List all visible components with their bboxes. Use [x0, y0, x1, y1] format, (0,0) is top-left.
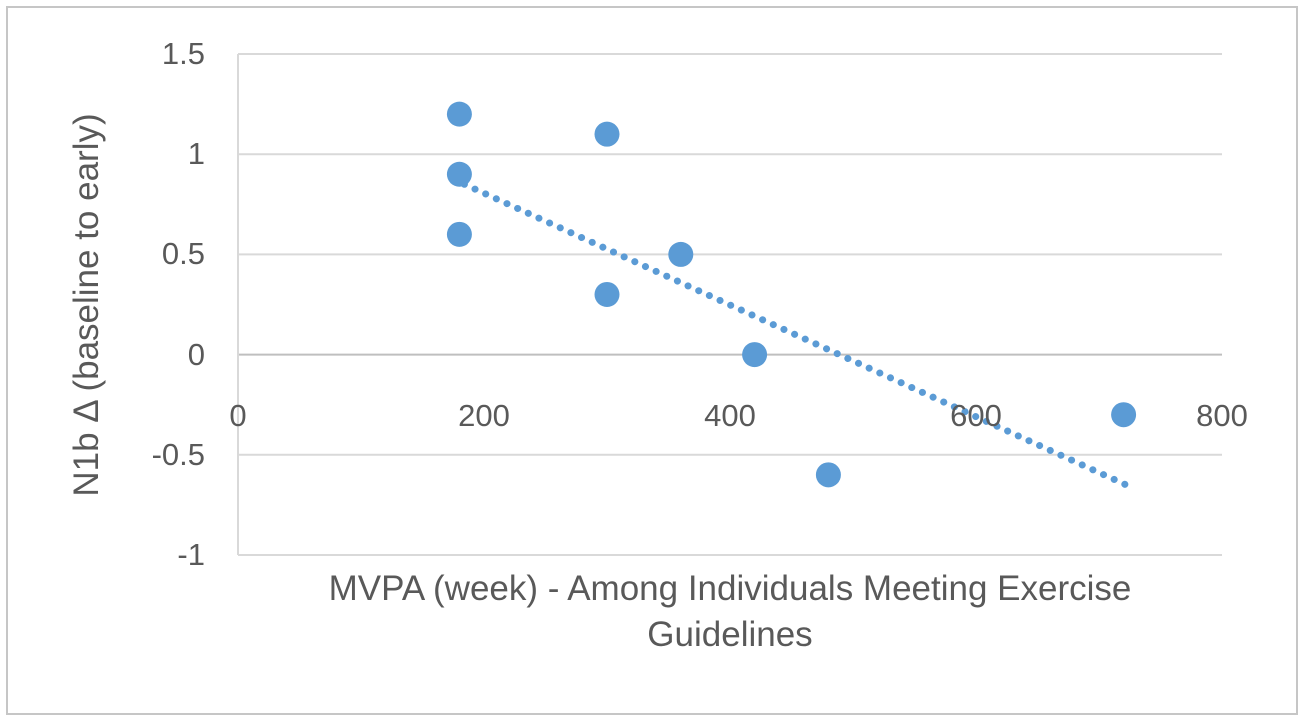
y-tick-label: -0.5 [151, 436, 205, 472]
data-point [446, 101, 472, 127]
y-tick-label: 1.5 [161, 36, 205, 71]
y-tick-label: -1 [177, 537, 205, 572]
x-tick-label: 800 [1196, 398, 1248, 433]
x-tick-label: 200 [458, 398, 510, 433]
data-point [594, 281, 620, 307]
data-point [446, 161, 472, 187]
trendline [460, 180, 1130, 489]
data-point [742, 342, 768, 368]
data-point [594, 121, 620, 147]
y-tick-label: 1 [187, 136, 205, 172]
data-point [446, 221, 472, 247]
x-tick-label: 600 [950, 398, 1002, 433]
x-tick-label: 0 [229, 398, 247, 433]
data-point [668, 241, 694, 267]
y-axis-title: N1b Δ (baseline to early) [67, 113, 106, 497]
x-axis-title: MVPA (week) - Among Individuals Meeting … [328, 569, 1132, 654]
data-point [815, 462, 841, 488]
y-tick-label: 0 [187, 336, 205, 372]
data-point [1111, 402, 1137, 428]
y-tick-label: 0.5 [161, 236, 205, 272]
x-tick-label: 400 [704, 398, 756, 433]
